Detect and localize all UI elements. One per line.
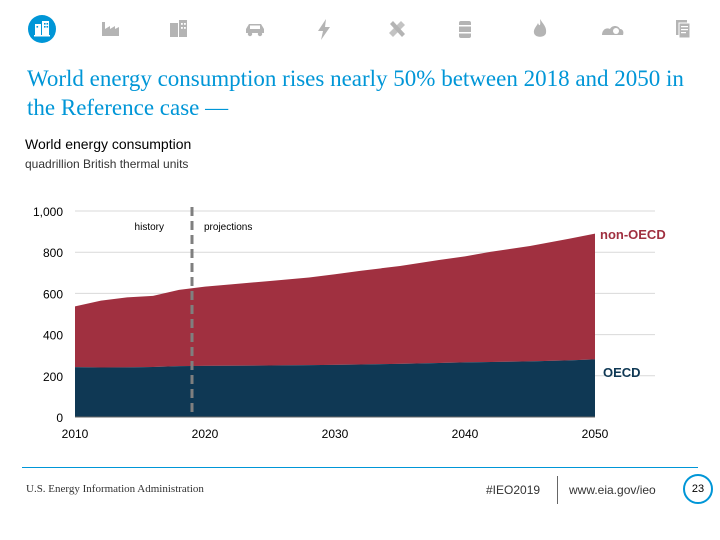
stacked-areas (75, 233, 595, 417)
footer-hashtag[interactable]: #IEO2019 (486, 483, 541, 497)
y-tick-label: 0 (56, 411, 63, 425)
flame-icon[interactable] (525, 14, 555, 44)
electricity-icon[interactable] (309, 14, 339, 44)
non-oecd-label: non-OECD (600, 227, 666, 242)
energy-consumption-area-chart: 0 200 400 600 800 1,000 2010 2020 2030 2040 2050 h… (33, 205, 666, 441)
x-tick-label: 2030 (322, 427, 349, 441)
document-icon[interactable] (668, 14, 698, 44)
page-number: 23 (683, 474, 713, 504)
building-icon[interactable] (27, 14, 57, 44)
x-tick-label: 2020 (192, 427, 219, 441)
non-oecd-area (75, 233, 595, 368)
y-tick-label: 400 (43, 329, 63, 343)
footer-source: U.S. Energy Information Administration (26, 483, 204, 495)
footer-url-link[interactable]: www.eia.gov/ieo (569, 483, 656, 497)
buildings-icon[interactable] (163, 14, 193, 44)
oil-barrel-icon[interactable] (450, 14, 480, 44)
x-tick-label: 2050 (582, 427, 609, 441)
footer-separator (557, 476, 558, 504)
chart-title: World energy consumption (25, 136, 192, 152)
y-tick-label: 200 (43, 370, 63, 384)
x-tick-label: 2010 (62, 427, 89, 441)
axes: 0 200 400 600 800 1,000 2010 2020 2030 2040 2050 (33, 205, 609, 441)
coal-icon[interactable] (597, 14, 627, 44)
footer-divider (22, 467, 698, 468)
oecd-area (75, 359, 595, 417)
tools-icon[interactable] (382, 14, 412, 44)
y-tick-label: 800 (43, 246, 63, 260)
y-tick-label: 600 (43, 287, 63, 301)
oecd-label: OECD (603, 365, 641, 380)
industry-icon[interactable] (95, 14, 125, 44)
projections-label: projections (204, 222, 252, 233)
car-icon[interactable] (240, 14, 270, 44)
x-tick-label: 2040 (452, 427, 479, 441)
slide-headline: World energy consumption rises nearly 50… (27, 66, 684, 120)
top-navigation-bar (0, 0, 720, 60)
chart-labels: history projections non-OECD OECD (135, 207, 666, 417)
history-label: history (135, 222, 164, 233)
y-tick-label: 1,000 (33, 205, 63, 219)
chart-subtitle: quadrillion British thermal units (25, 157, 189, 171)
